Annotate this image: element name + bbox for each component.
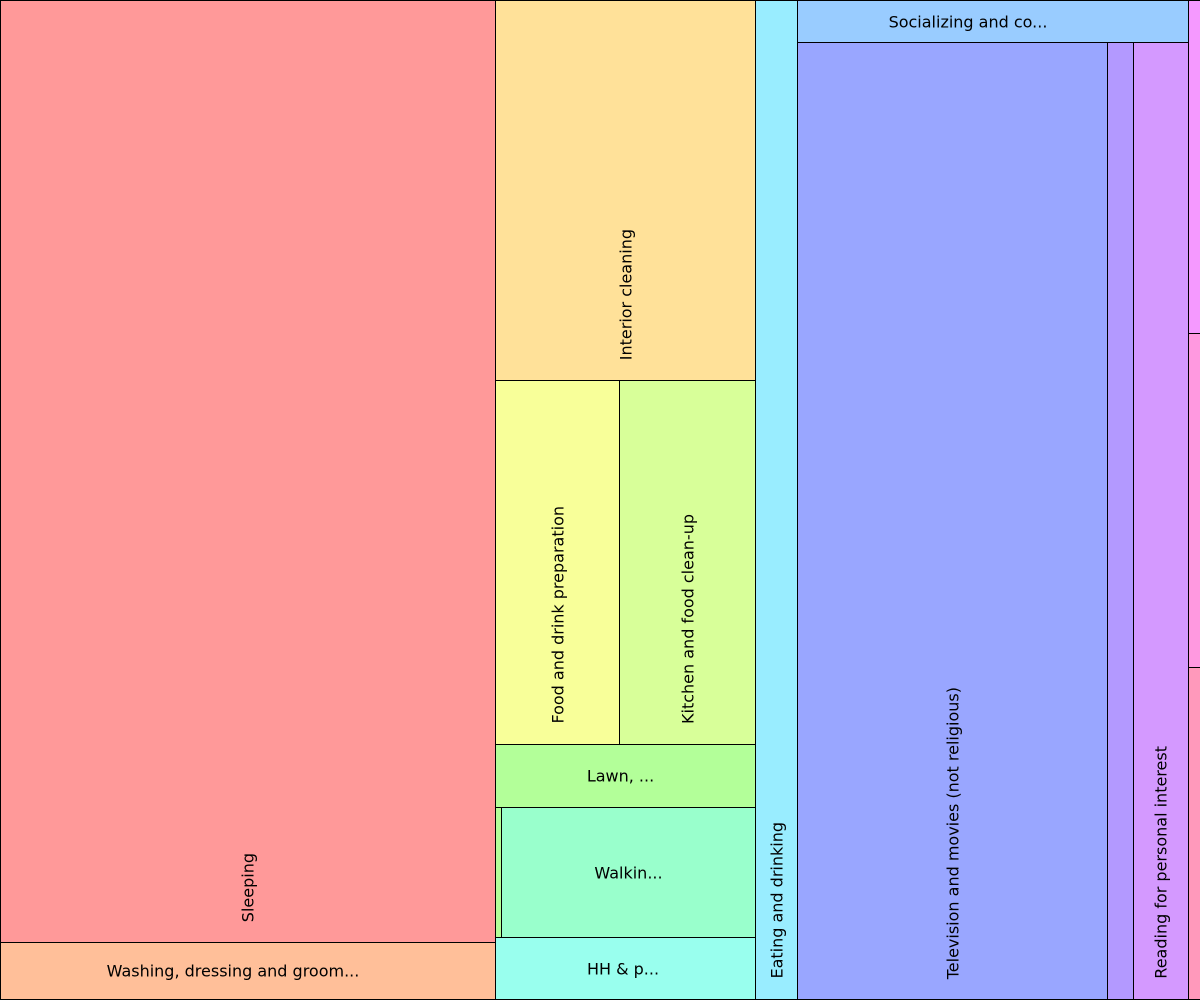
tile-socializing: Socializing and co... [797, 0, 1189, 43]
tile-food-prep: Food and drink preparation [495, 380, 620, 745]
tile-hh-p: HH & p... [495, 937, 756, 1000]
tile-television: Television and movies (not religious) [797, 42, 1108, 1000]
tile-edge-strip-3 [1188, 667, 1200, 1000]
tile-lawn: Lawn, ... [495, 744, 756, 808]
tile-purple-strip [1107, 42, 1134, 1000]
tile-label: Socializing and co... [888, 12, 1048, 31]
tile-sleeping: Sleeping [0, 0, 496, 943]
tile-label: Lawn, ... [586, 766, 655, 786]
tile-label: Television and movies (not religious) [943, 686, 962, 979]
tile-reading: Reading for personal interest [1133, 42, 1189, 1000]
tile-label: Food and drink preparation [548, 506, 567, 724]
tile-washing-dressing: Washing, dressing and groom... [0, 942, 496, 1000]
tile-label: Reading for personal interest [1151, 746, 1171, 979]
tile-edge-strip-2 [1188, 333, 1200, 668]
tile-label: HH & p... [586, 959, 660, 978]
tile-eating-drinking: Eating and drinking [755, 0, 798, 1000]
tile-label: Eating and drinking [767, 822, 786, 979]
tile-walking: Walkin... [501, 807, 756, 938]
tile-interior-cleaning: Interior cleaning [495, 0, 756, 381]
tile-kitchen-cleanup: Kitchen and food clean-up [619, 380, 756, 745]
tile-label: Interior cleaning [616, 228, 635, 360]
tile-label: Walkin... [594, 863, 663, 882]
tile-label: Kitchen and food clean-up [678, 514, 697, 724]
tile-label: Sleeping [238, 852, 258, 922]
tile-label: Washing, dressing and groom... [106, 961, 360, 981]
tile-edge-strip-1 [1188, 0, 1200, 334]
